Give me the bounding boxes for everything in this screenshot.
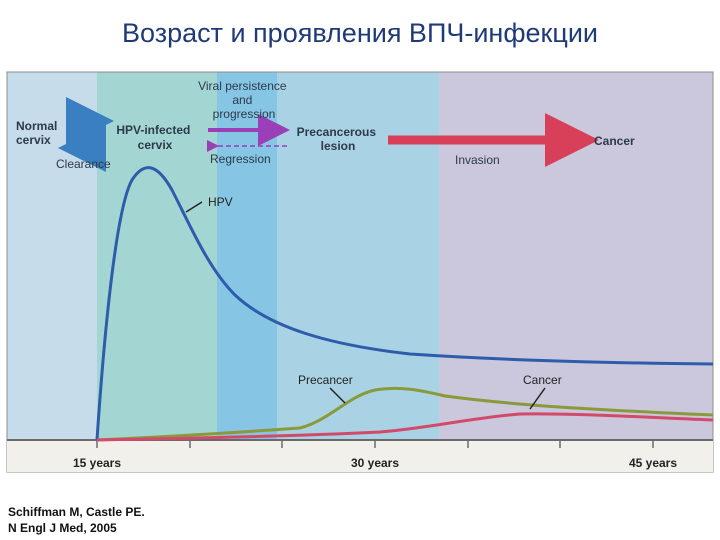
band-precancer <box>277 72 439 440</box>
label-clearance: Clearance <box>56 157 111 171</box>
stage-infected-line1: HPV-infected <box>116 123 190 137</box>
persistence-line1: Viral persistence <box>198 79 287 93</box>
x-axis-ticks <box>96 440 654 448</box>
precancer-curve <box>96 386 714 442</box>
citation: Schiffman M, Castle PE. N Engl J Med, 20… <box>8 504 145 536</box>
precancer-label-leader <box>329 387 346 404</box>
stage-normal-line1: Normal <box>16 119 57 133</box>
band-infected <box>97 72 217 440</box>
stage-normal-cervix: Normal cervix <box>16 119 61 147</box>
band-cancer <box>439 72 713 440</box>
stage-hpv-infected-cervix: HPV-infected cervix <box>116 123 193 152</box>
persistence-line2: and <box>232 93 252 107</box>
hpv-curve-label: HPV <box>208 195 233 209</box>
citation-line2: N Engl J Med, 2005 <box>8 521 117 535</box>
stage-infected-line2: cervix <box>138 138 173 152</box>
cancer-curve <box>96 412 714 442</box>
stage-precancer-line2: lesion <box>321 139 356 153</box>
precancer-curve-label: Precancer <box>298 373 353 387</box>
tick-label-45: 45 years <box>629 456 677 470</box>
hpv-curve <box>95 166 714 441</box>
stage-normal-line2: cervix <box>16 133 51 147</box>
tick-label-15: 15 years <box>73 456 121 470</box>
stage-cancer: Cancer <box>594 134 635 148</box>
label-invasion: Invasion <box>455 153 500 167</box>
label-regression: Regression <box>210 152 271 166</box>
label-viral-persistence: Viral persistence and progression <box>198 79 290 121</box>
citation-line1: Schiffman M, Castle PE. <box>8 505 145 519</box>
stage-precancer-line1: Precancerous <box>297 125 377 139</box>
hpv-label-leader <box>185 201 203 213</box>
tick-label-30: 30 years <box>351 456 399 470</box>
axis-strip <box>7 440 713 472</box>
band-regression <box>217 72 277 440</box>
cancer-label-leader <box>529 387 546 410</box>
stage-precancerous-lesion: Precancerous lesion <box>297 125 380 153</box>
persistence-line3: progression <box>213 107 276 121</box>
slide-title: Возраст и проявления ВПЧ-инфекции <box>121 18 599 48</box>
cancer-curve-label: Cancer <box>523 373 562 387</box>
